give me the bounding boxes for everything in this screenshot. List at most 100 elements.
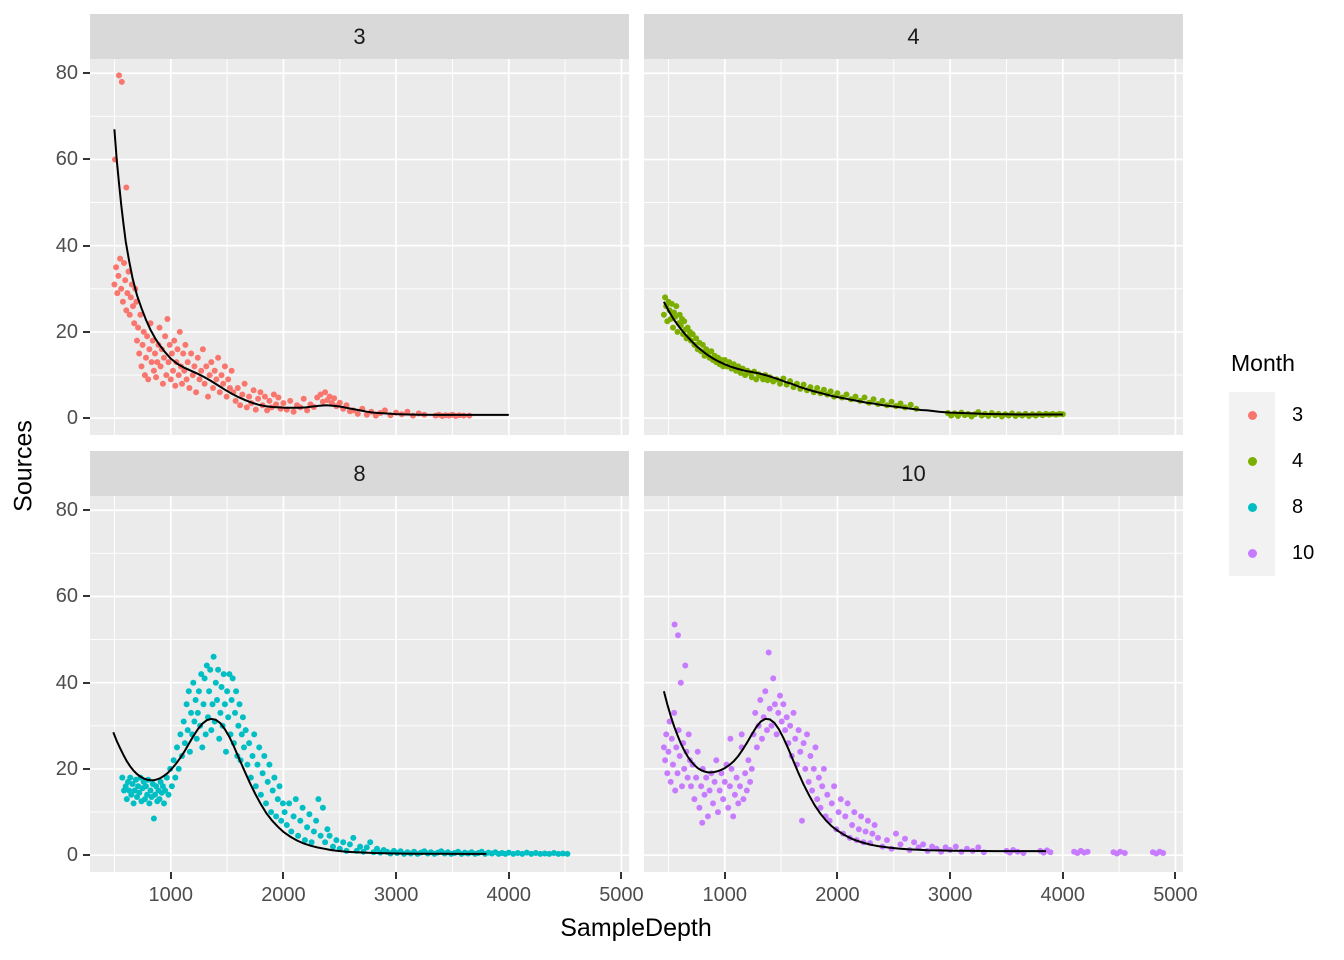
data-point [292, 796, 299, 803]
data-point [147, 787, 154, 794]
data-point [780, 701, 787, 708]
data-point [317, 391, 324, 398]
data-point [731, 791, 738, 798]
x-tick-mark [949, 872, 952, 879]
y-tick-mark [83, 509, 90, 512]
data-point [688, 783, 694, 790]
data-point [143, 354, 149, 361]
data-point [748, 765, 755, 772]
data-point [162, 333, 169, 340]
data-point [252, 406, 259, 413]
data-point [220, 671, 227, 678]
data-point [684, 774, 691, 781]
data-point [210, 385, 216, 391]
data-point [753, 744, 760, 751]
data-point [166, 341, 173, 348]
legend-dot-icon [1247, 456, 1257, 466]
data-point [111, 281, 118, 288]
smooth-line [112, 717, 487, 855]
data-point [363, 844, 370, 851]
data-point [306, 811, 313, 818]
data-point [869, 830, 876, 837]
x-tick-label: 4000 [486, 884, 532, 906]
data-point [148, 359, 155, 366]
data-point [721, 778, 728, 785]
data-point [235, 722, 242, 729]
data-point [174, 744, 180, 751]
data-point [144, 333, 151, 340]
data-point [281, 809, 288, 816]
data-point [715, 809, 721, 816]
legend: Month 3 4 8 10 [1229, 350, 1314, 576]
data-point [670, 324, 676, 331]
data-point [703, 774, 710, 781]
data-point [815, 774, 822, 781]
legend-dot-icon [1247, 548, 1257, 558]
y-tick-label: 20 [55, 757, 78, 780]
data-point [319, 804, 326, 811]
data-point [135, 783, 142, 790]
data-point [735, 800, 742, 807]
data-point [701, 791, 708, 798]
facet-strip-label: 3 [353, 23, 366, 49]
data-point [161, 800, 167, 807]
data-point [189, 372, 196, 379]
data-point [210, 653, 217, 660]
data-point [673, 744, 680, 751]
data-point [121, 260, 127, 266]
data-point [273, 401, 280, 408]
data-point [236, 701, 243, 708]
data-point [129, 781, 136, 787]
data-point [730, 813, 737, 820]
data-point [716, 787, 723, 794]
data-point [226, 671, 233, 678]
data-point [297, 817, 304, 824]
data-point [510, 850, 517, 857]
y-tick-label: 0 [66, 844, 78, 867]
data-point [179, 380, 185, 387]
data-point [126, 311, 133, 318]
data-point [858, 813, 865, 820]
data-point [242, 727, 249, 734]
data-point [164, 316, 171, 322]
data-point [770, 675, 777, 682]
data-point [532, 850, 539, 856]
data-point [301, 837, 308, 844]
data-point [728, 765, 735, 772]
data-point [279, 800, 286, 807]
data-point [208, 727, 215, 734]
data-point [660, 311, 667, 318]
data-point [768, 722, 775, 729]
x-tick-mark [1174, 872, 1177, 879]
data-point [132, 776, 139, 783]
data-point [224, 688, 231, 695]
data-point [255, 395, 262, 402]
y-tick-mark [83, 72, 90, 75]
facet-strip: 8 [90, 451, 629, 496]
data-point [523, 849, 530, 856]
data-point [662, 294, 669, 301]
data-point [131, 320, 138, 327]
x-axis-title: SampleDepth [560, 914, 712, 942]
x-tick-mark [620, 872, 623, 879]
data-point [159, 380, 166, 387]
data-point [199, 346, 206, 353]
data-point [800, 740, 807, 747]
legend-item: 3 [1229, 392, 1314, 438]
data-point [674, 328, 681, 335]
data-point [244, 761, 251, 768]
data-point [752, 709, 759, 716]
data-point [875, 834, 881, 841]
data-point [844, 800, 851, 807]
data-point [124, 290, 131, 297]
data-point [777, 692, 783, 699]
legend-item-label: 3 [1292, 403, 1304, 426]
data-point [150, 815, 157, 822]
data-point [322, 389, 329, 396]
data-point [118, 78, 125, 85]
data-point [128, 791, 135, 798]
data-point [136, 350, 143, 357]
data-point [743, 787, 750, 794]
data-point [733, 774, 740, 781]
